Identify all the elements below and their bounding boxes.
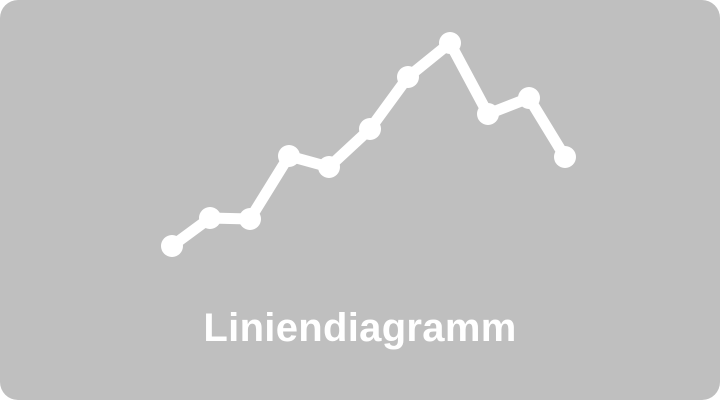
glyph-line: [166, 37, 571, 252]
glyph-point: [199, 207, 221, 229]
glyph-point: [278, 145, 300, 167]
glyph-point: [477, 103, 499, 125]
glyph-point: [397, 66, 419, 88]
glyph-point: [554, 146, 576, 168]
glyph-point: [518, 87, 540, 109]
glyph-point: [318, 156, 340, 178]
tile-label: Liniendiagramm: [203, 306, 517, 350]
glyph-point: [439, 32, 461, 54]
glyph-point: [161, 235, 183, 257]
glyph-point: [239, 208, 261, 230]
glyph-point: [359, 118, 381, 140]
